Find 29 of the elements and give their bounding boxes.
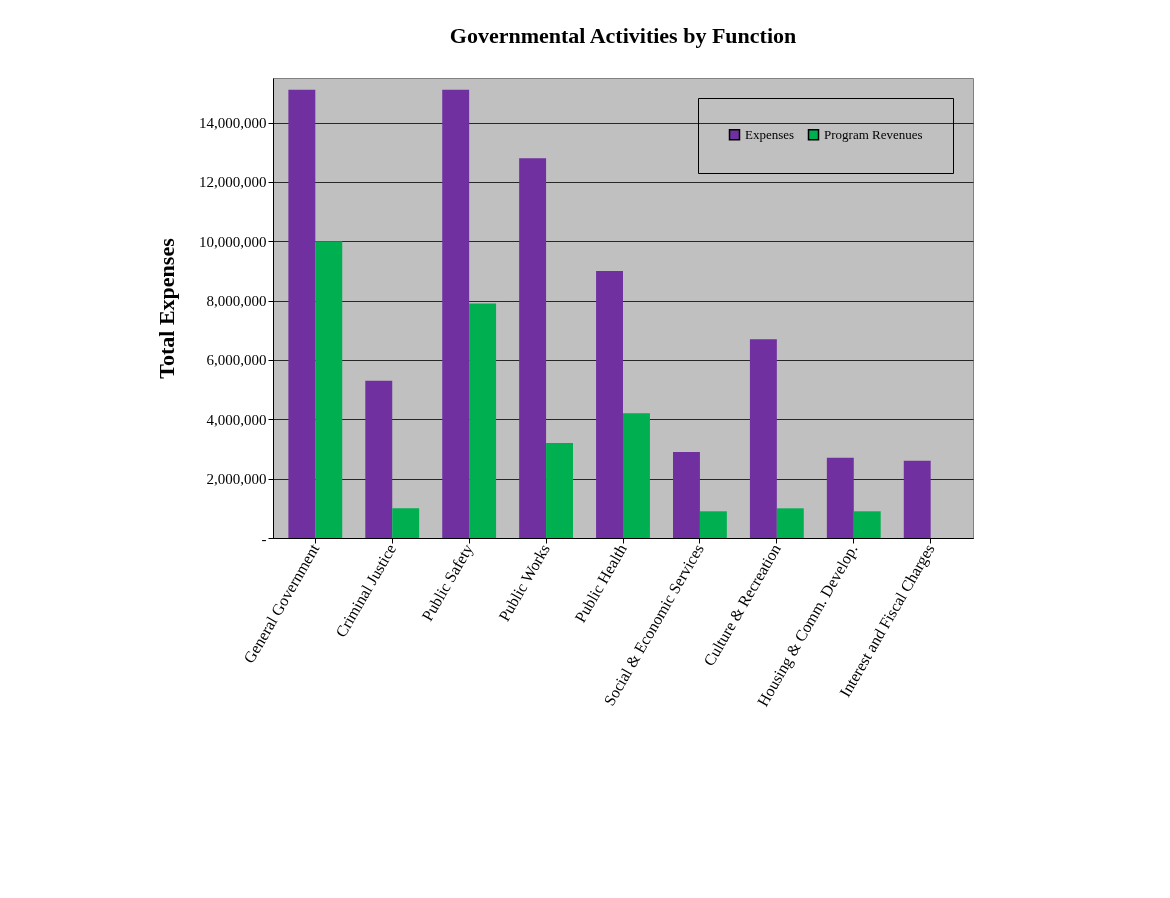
bar	[699, 511, 727, 538]
bar	[392, 508, 420, 538]
y-tick-label: 2,000,000	[206, 471, 267, 488]
y-axis-title: Total Expenses	[154, 237, 179, 379]
bar	[776, 508, 804, 538]
y-tick-label: 6,000,000	[206, 352, 267, 369]
y-tick-label: 10,000,000	[199, 233, 267, 250]
bar	[623, 413, 650, 538]
y-tick-label: 12,000,000	[199, 174, 267, 191]
bar	[826, 457, 854, 538]
y-tick-label: 14,000,000	[199, 115, 267, 132]
bar	[903, 460, 931, 538]
legend-label: Expenses	[745, 126, 795, 142]
bar	[469, 303, 497, 538]
bar	[673, 451, 700, 538]
bar	[315, 241, 343, 538]
bar	[596, 270, 623, 538]
bar	[365, 380, 393, 538]
y-tick-label: -	[261, 530, 267, 547]
bar	[442, 89, 470, 538]
bar	[519, 158, 547, 538]
bar	[546, 443, 573, 538]
chart-title: Governmental Activities by Function	[449, 23, 797, 48]
bar	[749, 339, 777, 538]
bar	[288, 89, 316, 538]
legend-label: Program Revenues	[824, 126, 923, 142]
y-tick-label: 4,000,000	[206, 411, 267, 428]
bar	[853, 511, 881, 538]
y-tick-label: 8,000,000	[206, 293, 267, 310]
